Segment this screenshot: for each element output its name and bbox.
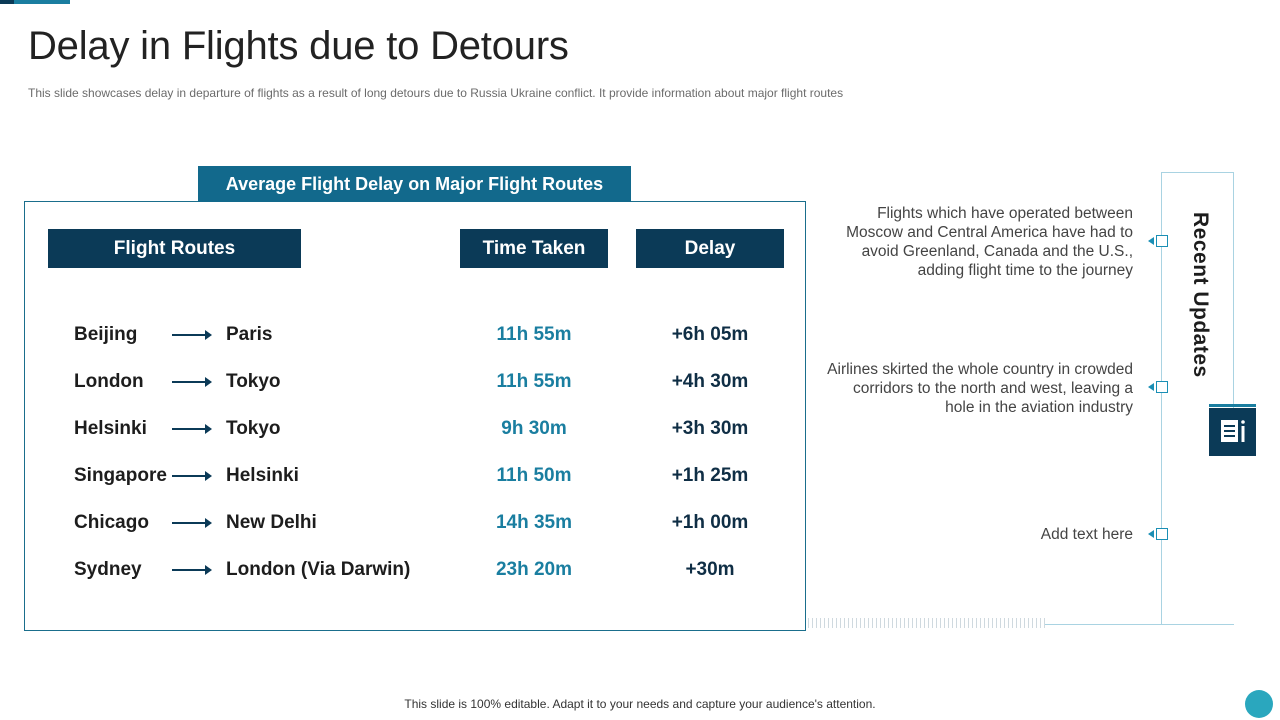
table-row: Beijing Paris 11h 55m +6h 05m — [0, 320, 806, 350]
updates-panel-border-right — [1233, 172, 1234, 408]
route-origin: Chicago — [74, 512, 149, 533]
delay-value: +1h 00m — [671, 512, 749, 533]
time-taken-value: 11h 55m — [496, 371, 572, 392]
route-destination: Helsinki — [226, 465, 299, 486]
time-taken-value: 11h 55m — [496, 324, 572, 345]
table-caption: Average Flight Delay on Major Flight Rou… — [198, 166, 631, 202]
recent-updates-title: Recent Updates — [1189, 212, 1212, 378]
slide-title: Delay in Flights due to Detours — [28, 24, 569, 68]
top-accent-teal — [14, 0, 70, 4]
route-origin: Beijing — [74, 324, 138, 345]
route-destination: Tokyo — [226, 418, 281, 439]
update-text: Add text here — [1040, 526, 1133, 543]
route-origin: London — [74, 371, 144, 392]
delay-value: +30m — [685, 559, 735, 580]
update-text: Airlines skirted the whole country in cr… — [827, 361, 1133, 416]
arrow-right-icon — [172, 330, 212, 340]
route-destination: Tokyo — [226, 371, 281, 392]
time-taken-value: 9h 30m — [501, 418, 567, 439]
top-accent-dark — [0, 0, 14, 4]
route-destination: New Delhi — [226, 512, 317, 533]
delay-value: +3h 30m — [671, 418, 749, 439]
timeline-marker-icon — [1148, 235, 1168, 247]
route-origin: Singapore — [74, 465, 167, 486]
header-delay: Delay — [636, 229, 784, 268]
updates-panel-border-bottom — [1045, 624, 1162, 625]
arrow-right-icon — [172, 377, 212, 387]
header-time-taken: Time Taken — [460, 229, 608, 268]
arrow-right-icon — [172, 471, 212, 481]
table-row: Sydney London (Via Darwin) 23h 20m +30m — [0, 555, 806, 585]
route-destination: Paris — [226, 324, 273, 345]
time-taken-value: 14h 35m — [495, 512, 573, 533]
timeline-marker-icon — [1148, 381, 1168, 393]
timeline-marker-icon — [1148, 528, 1168, 540]
route-origin: Helsinki — [74, 418, 147, 439]
corner-dot — [1245, 690, 1273, 718]
notes-info-icon — [1209, 404, 1256, 456]
decorative-tick-strip — [808, 618, 1048, 628]
time-taken-value: 23h 20m — [495, 559, 573, 580]
slide-subtitle: This slide showcases delay in departure … — [28, 86, 844, 100]
arrow-right-icon — [172, 518, 212, 528]
delay-value: +6h 05m — [671, 324, 749, 345]
table-row: Helsinki Tokyo 9h 30m +3h 30m — [0, 414, 806, 444]
delay-value: +1h 25m — [671, 465, 749, 486]
time-taken-value: 11h 50m — [496, 465, 572, 486]
table-row: London Tokyo 11h 55m +4h 30m — [0, 367, 806, 397]
route-destination: London (Via Darwin) — [226, 559, 411, 580]
recent-updates-panel — [1161, 172, 1234, 625]
update-text: Flights which have operated between Mosc… — [846, 205, 1133, 279]
table-row: Chicago New Delhi 14h 35m +1h 00m — [0, 508, 806, 538]
delay-value: +4h 30m — [671, 371, 749, 392]
arrow-right-icon — [172, 565, 212, 575]
route-origin: Sydney — [74, 559, 142, 580]
table-row: Singapore Helsinki 11h 50m +1h 25m — [0, 461, 806, 491]
slide-footer: This slide is 100% editable. Adapt it to… — [404, 697, 876, 711]
header-flight-routes: Flight Routes — [48, 229, 301, 268]
arrow-right-icon — [172, 424, 212, 434]
